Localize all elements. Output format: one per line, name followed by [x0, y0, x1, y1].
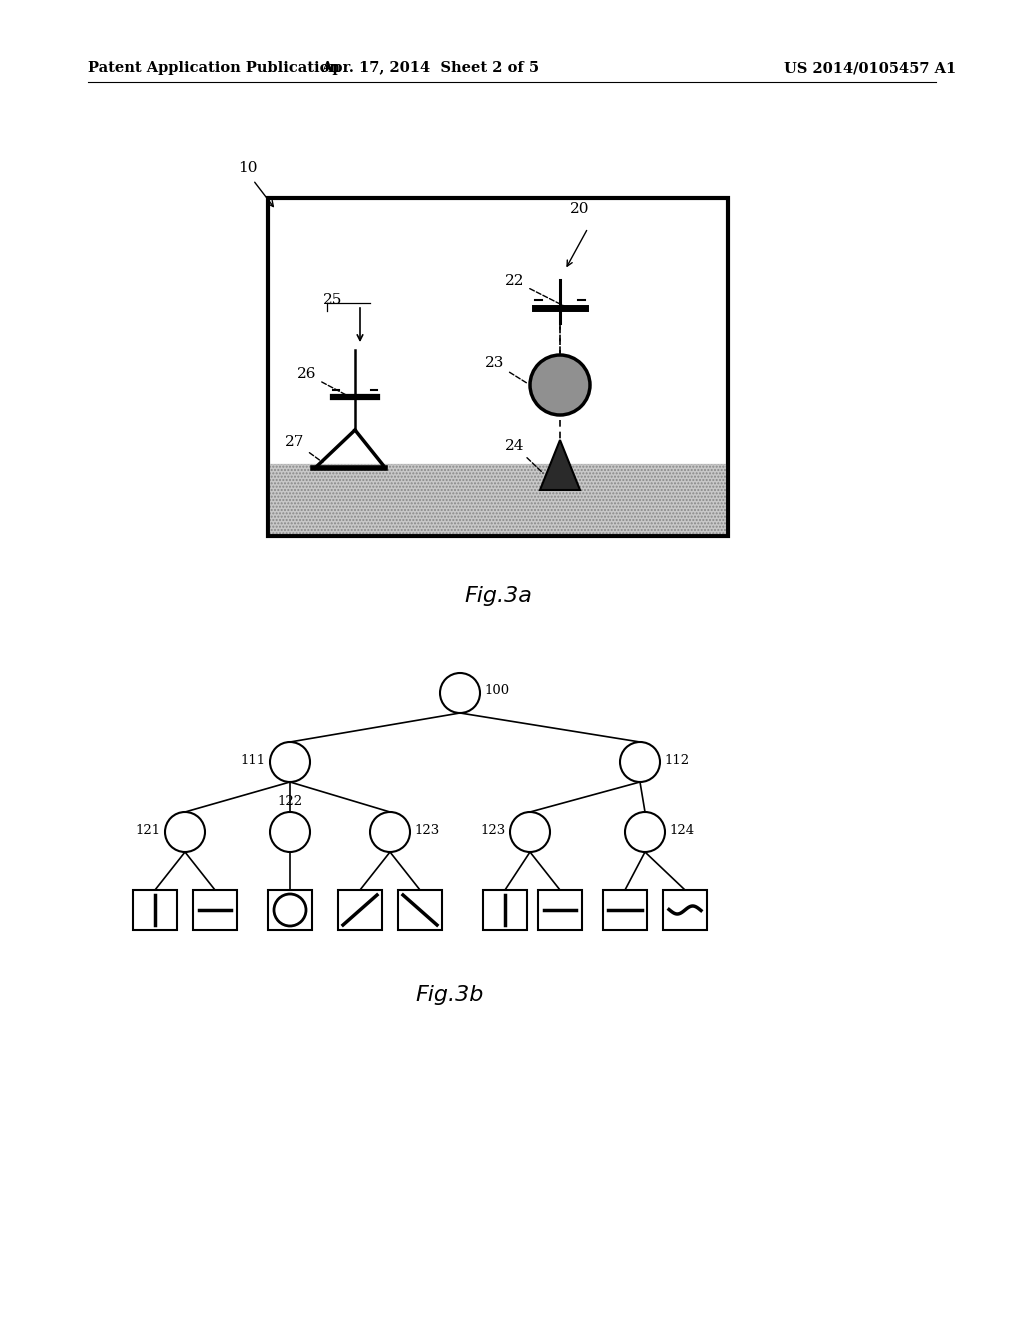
Circle shape — [440, 673, 480, 713]
Polygon shape — [540, 440, 580, 490]
Text: 26: 26 — [297, 367, 347, 396]
Text: 27: 27 — [285, 436, 323, 462]
Text: Fig.3a: Fig.3a — [464, 586, 531, 606]
Bar — [338, 890, 382, 931]
Text: 100: 100 — [484, 685, 509, 697]
Text: Apr. 17, 2014  Sheet 2 of 5: Apr. 17, 2014 Sheet 2 of 5 — [321, 61, 539, 75]
Circle shape — [510, 812, 550, 851]
Bar — [270, 465, 726, 535]
Text: 112: 112 — [664, 754, 689, 767]
Bar — [270, 465, 726, 535]
Bar — [268, 198, 728, 536]
Bar — [483, 890, 527, 931]
Circle shape — [270, 812, 310, 851]
Circle shape — [625, 812, 665, 851]
Text: 123: 123 — [480, 824, 506, 837]
Text: 122: 122 — [278, 795, 302, 808]
Bar — [268, 890, 312, 931]
Text: 23: 23 — [485, 356, 527, 384]
Text: 24: 24 — [505, 440, 543, 473]
Circle shape — [530, 355, 590, 414]
Circle shape — [270, 742, 310, 781]
Text: Patent Application Publication: Patent Application Publication — [88, 61, 340, 75]
Circle shape — [620, 742, 660, 781]
Bar — [133, 890, 177, 931]
Bar — [193, 890, 237, 931]
Text: 121: 121 — [136, 824, 161, 837]
Bar — [663, 890, 707, 931]
Circle shape — [274, 894, 306, 927]
Bar — [603, 890, 647, 931]
Text: Fig.3b: Fig.3b — [416, 985, 484, 1005]
Text: 111: 111 — [241, 754, 266, 767]
Text: 25: 25 — [323, 293, 342, 308]
Text: US 2014/0105457 A1: US 2014/0105457 A1 — [784, 61, 956, 75]
Circle shape — [370, 812, 410, 851]
Text: 123: 123 — [414, 824, 439, 837]
Bar — [398, 890, 442, 931]
Bar — [538, 890, 582, 931]
Circle shape — [165, 812, 205, 851]
Text: 20: 20 — [570, 202, 590, 216]
Text: 22: 22 — [505, 275, 565, 306]
Text: 124: 124 — [669, 824, 694, 837]
Text: 10: 10 — [238, 161, 257, 176]
